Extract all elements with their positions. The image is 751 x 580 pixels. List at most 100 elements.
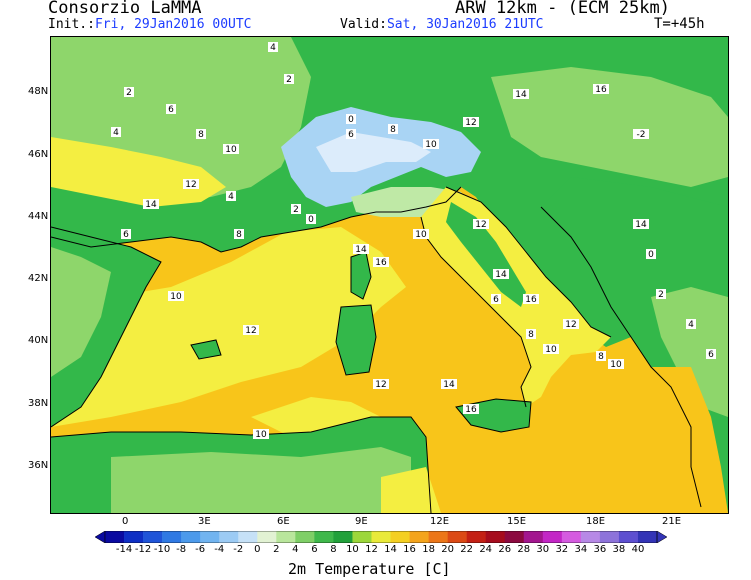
contour-label-bg [268,42,278,52]
colorbar-swatch [428,531,448,543]
contour-label-bg [491,294,501,304]
contour-label: 12 [465,118,476,128]
colorbar-tick-label: 20 [441,544,454,555]
colorbar-tick-label: -14 [115,544,133,555]
alps-coldest-zone [316,132,431,172]
colorbar-swatch [352,531,372,543]
colorbar-swatch [333,531,353,543]
contour-label-bg [441,379,457,389]
contour-label-bg [143,199,159,209]
balkans [541,177,728,513]
colorbar-tick-label: 10 [346,544,359,555]
colorbar-swatch [257,531,277,543]
contour-label-bg [413,229,429,239]
coastline-balkans [540,206,702,508]
ionian-sea [611,367,728,513]
contour-label: 16 [525,295,537,305]
colorbar-max-arrow [656,531,667,543]
model-title: ARW 12km - (ECM 25km) [455,0,670,18]
contour-label-bg [353,244,369,254]
coastline-africa [51,416,432,513]
contour-label-bg [473,219,489,229]
colorbar [95,531,667,543]
contour-label-bg [223,144,239,154]
colorbar-tick-label: 36 [593,544,607,555]
contour-label: 10 [170,292,182,302]
contour-label: 16 [375,258,387,268]
contour-label: 14 [515,90,527,100]
balkans-highlands [651,287,728,417]
apennines [446,202,526,307]
colorbar-tick-label: 24 [479,544,493,555]
init-time: Fri, 29Jan2016 00UTC [94,17,252,32]
contour-label-bg [493,269,509,279]
colorbar-tick-label: 40 [631,544,645,555]
colorbar-swatch [523,531,544,543]
contour-label-bg [196,129,206,139]
contour-label-bg [463,117,479,127]
lat-label-48n: 48N [28,86,49,97]
contour-label: 6 [168,105,174,115]
contour-label-bg [543,344,559,354]
lon-label-9e: 9E [355,516,368,527]
contour-label: 4 [228,192,234,202]
contour-label-bg [166,104,176,114]
contour-label: 6 [123,230,129,240]
lead-time: T=+45h [654,16,705,32]
corsica [351,252,371,299]
coastline-iberia [51,226,162,428]
colorbar-tick-label: 4 [292,544,299,555]
colorbar-tick-label: -10 [153,544,171,555]
colorbar-swatch [238,531,258,543]
init-label: Init.: [48,17,95,32]
contour-label-bg [608,359,624,369]
colorbar-swatch [561,531,582,543]
contour-label-bg [593,84,609,94]
contour-label-bg [243,325,259,335]
lat-label-44n: 44N [28,211,49,222]
coastline-sicily [455,398,532,433]
contour-label-bg [168,291,184,301]
contour-label: 8 [198,130,204,140]
contour-label-bg [656,289,666,299]
colorbar-swatch [219,531,239,543]
contour-label-bg [563,319,579,329]
colorbar-tick-label: 16 [403,544,416,555]
atlas-foothills [111,447,411,513]
lon-label-12e: 12E [430,516,450,527]
colorbar-swatch [105,531,125,543]
lat-label-42n: 42N [28,273,49,284]
lat-label-40n: 40N [28,335,49,346]
contour-label: 4 [688,320,694,330]
contour-label-bg [291,204,301,214]
colorbar-swatch [485,531,506,543]
contour-label-bg [253,429,269,439]
temperature-map: 4 2 0 6 8 10 12 14 16 -2 2 4 6 8 10 12 14 6 4 2 0 8 10 12 14 16 10… [50,36,729,514]
colorbar-swatch [580,531,601,543]
contour-label: 8 [528,330,534,340]
contour-label: 2 [658,290,664,300]
colorbar-tick-label: 6 [311,544,318,555]
contour-label-bg [523,294,539,304]
colorbar-swatch [618,531,639,543]
contour-label: 10 [415,230,427,240]
colorbar-tick-label: 32 [555,544,569,555]
contour-label: 8 [236,230,242,240]
contour-label-bg [513,89,529,99]
contour-label-bg [373,379,389,389]
contour-label-bg [646,249,656,259]
colorbar-tick-label: -12 [134,544,152,555]
colorbar-tick-label: -6 [195,544,206,555]
colorbar-swatch [124,531,144,543]
contour-label: 0 [348,115,354,125]
contour-label: 8 [598,352,604,362]
contour-label: 0 [308,215,314,225]
coastline-italy-west [420,216,532,408]
colorbar-tick-label: 22 [460,544,474,555]
colorbar-swatch [200,531,220,543]
contour-label: 14 [443,380,455,390]
lon-label-0: 0 [122,516,129,527]
coastline-italy-east [445,186,612,338]
colorbar-swatch [181,531,201,543]
